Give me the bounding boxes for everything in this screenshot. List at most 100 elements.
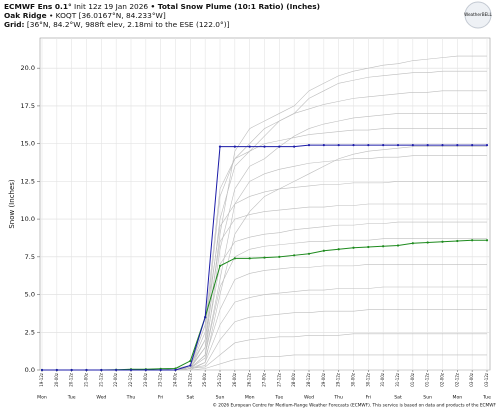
title-product: • Total Snow Plume (10:1 Ratio) (Inches) <box>151 2 321 11</box>
point <box>70 368 73 372</box>
point <box>144 368 147 372</box>
point <box>471 144 474 147</box>
logo-circle <box>464 1 492 29</box>
x-tick-label: 22-00z <box>113 373 118 387</box>
day-label: Thu <box>126 395 136 401</box>
point <box>233 145 236 148</box>
x-tick-label: 01-12z <box>425 373 430 387</box>
day-label: Thu <box>333 395 343 401</box>
point <box>218 145 222 148</box>
y-tick-label: 17.5 <box>21 102 35 110</box>
point <box>352 246 355 249</box>
x-tick-label: 28-00z <box>291 373 296 387</box>
point <box>367 144 370 147</box>
point <box>337 248 340 251</box>
x-tick-label: 19-12z <box>39 373 44 387</box>
x-tick-label: 02-12z <box>454 373 459 387</box>
x-tick-label: 03-12z <box>484 373 489 387</box>
x-tick-label: 21-00z <box>84 373 89 387</box>
y-tick-label: 20.0 <box>21 64 35 72</box>
x-tick-label: 23-12z <box>158 373 163 387</box>
y-tick-label: 12.5 <box>21 177 35 185</box>
point <box>159 368 162 372</box>
logo-text: WeatherBELL <box>464 12 492 17</box>
point <box>100 368 103 372</box>
point <box>278 255 281 258</box>
x-tick-label: 28-12z <box>306 373 311 387</box>
x-tick-label: 20-00z <box>54 373 59 387</box>
y-tick-label: 7.5 <box>25 253 35 261</box>
point <box>189 364 192 367</box>
point <box>322 144 325 147</box>
title: ECMWF Ens 0.1° Init 12z 19 Jan 2026 • To… <box>4 2 320 11</box>
point <box>441 144 444 147</box>
day-label: Mon <box>37 395 47 401</box>
point <box>337 144 340 147</box>
point <box>278 145 281 148</box>
point <box>218 264 222 267</box>
point <box>367 245 370 249</box>
x-tick-label: 24-12z <box>187 373 192 387</box>
point <box>322 249 325 252</box>
point <box>485 239 489 242</box>
x-tick-label: 29-00z <box>321 373 326 387</box>
point <box>248 145 251 148</box>
day-label: Wed <box>304 395 314 401</box>
x-tick-label: 27-00z <box>262 373 267 387</box>
point <box>456 239 459 243</box>
footer: © 2026 European Centre for Medium-Range … <box>213 402 497 409</box>
location: Oak Ridge • KOQT [36.0167°N, 84.233°W] <box>4 11 166 20</box>
y-tick-label: 0.0 <box>25 366 35 374</box>
point <box>115 368 118 372</box>
y-tick-label: 15.0 <box>21 140 35 148</box>
grid-info: Grid: [36°N, 84.2°W, 988ft elev, 2.18mi … <box>4 20 230 29</box>
point <box>248 257 251 260</box>
day-label: Sat <box>187 395 195 401</box>
point <box>456 144 459 147</box>
x-tick-label: 23-00z <box>143 373 148 387</box>
x-tick-label: 03-00z <box>469 373 474 387</box>
x-tick-label: 21-12z <box>98 373 103 387</box>
point <box>85 368 88 372</box>
day-label: Tue <box>482 395 491 401</box>
day-label: Sun <box>423 395 432 401</box>
x-tick-label: 30-12z <box>365 373 370 387</box>
point <box>307 144 311 147</box>
x-tick-label: 24-00z <box>173 373 178 387</box>
x-tick-label: 25-00z <box>202 373 207 387</box>
point <box>204 316 207 319</box>
title-init: Init 12z 19 Jan 2026 <box>74 2 148 11</box>
grid-label: Grid: <box>4 20 25 29</box>
point <box>189 359 192 363</box>
x-tick-label: 30-00z <box>351 373 356 387</box>
point <box>263 256 266 259</box>
day-label: Tue <box>274 395 283 401</box>
x-tick-label: 26-12z <box>247 373 252 387</box>
day-label: Sun <box>216 395 225 401</box>
x-tick-label: 26-00z <box>232 373 237 387</box>
point <box>263 145 266 148</box>
logo: WeatherBELL <box>464 1 493 29</box>
point <box>396 144 400 147</box>
x-tick-label: 25-12z <box>217 373 222 387</box>
point <box>382 245 385 248</box>
point <box>426 241 429 244</box>
point <box>426 144 429 147</box>
y-tick-label: 10.0 <box>21 215 35 223</box>
point <box>485 144 489 147</box>
point <box>174 368 177 372</box>
day-label: Mon <box>452 395 462 401</box>
place: Oak Ridge <box>4 11 47 20</box>
point <box>352 144 355 147</box>
x-tick-label: 31-00z <box>380 373 385 387</box>
x-tick-label: 01-00z <box>410 373 415 387</box>
title-model: ECMWF Ens 0.1° <box>4 2 72 11</box>
point <box>293 145 296 148</box>
point <box>129 368 133 372</box>
x-tick-label: 27-12z <box>276 373 281 387</box>
point <box>411 144 414 147</box>
point <box>233 257 236 260</box>
grid-desc: [36°N, 84.2°W, 988ft elev, 2.18mi to the… <box>27 20 230 29</box>
day-label: Fri <box>366 395 371 401</box>
point <box>396 244 400 247</box>
